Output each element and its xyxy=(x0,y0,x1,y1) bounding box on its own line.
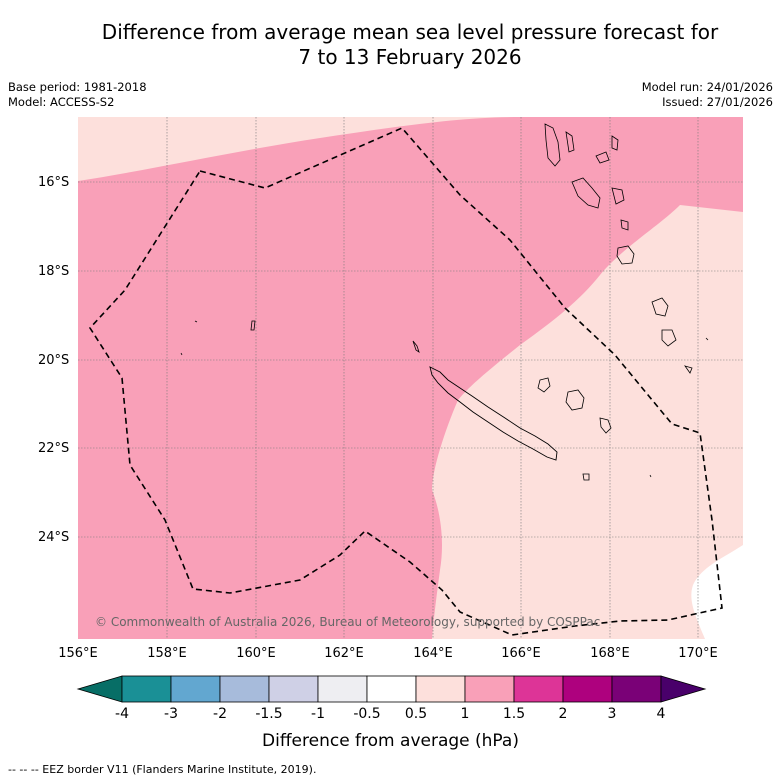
colorbar-tick: 4 xyxy=(656,706,666,722)
title-line-2: 7 to 13 February 2026 xyxy=(298,45,522,69)
colorbar-bin-11 xyxy=(611,675,662,703)
lat-label-22s: 22°S xyxy=(38,441,70,456)
colorbar-bin-5 xyxy=(317,675,368,703)
colorbar-tick: 2 xyxy=(558,706,568,722)
base-period: Base period: 1981-2018 xyxy=(8,80,147,94)
colorbar-tick: 0.5 xyxy=(404,706,428,722)
new-caledonia-landmass xyxy=(429,366,558,461)
meta-right: Model run: 24/01/2026 Issued: 27/01/2026 xyxy=(642,80,773,110)
lon-label-164e: 164°E xyxy=(413,646,453,661)
lat-label-18s: 18°S xyxy=(38,264,70,279)
colorbar-extend-low xyxy=(76,675,123,703)
colorbar-tick: 1.5 xyxy=(502,706,526,722)
colorbar-bin-7 xyxy=(415,675,466,703)
meta-left: Base period: 1981-2018 Model: ACCESS-S2 xyxy=(8,80,147,110)
loyalty-islands xyxy=(537,377,612,481)
lon-label-160e: 160°E xyxy=(236,646,276,661)
map-area xyxy=(78,117,743,639)
lon-label-162e: 162°E xyxy=(324,646,364,661)
vanuatu-islands xyxy=(544,123,693,374)
colorbar-tick: -0.5 xyxy=(353,706,381,722)
colorbar-tick: -3 xyxy=(164,706,178,722)
lon-label-156e: 156°E xyxy=(58,646,98,661)
colorbar-tick: -4 xyxy=(115,706,129,722)
lat-label-20s: 20°S xyxy=(38,353,70,368)
pressure-region-white xyxy=(691,545,743,639)
eez-border xyxy=(88,127,723,636)
copyright-notice: © Commonwealth of Australia 2026, Bureau… xyxy=(95,615,600,629)
colorbar-bin-2 xyxy=(170,675,221,703)
colorbar-bin-4 xyxy=(268,675,319,703)
eez-legend-note: -- -- -- EEZ border V11 (Flanders Marine… xyxy=(8,763,317,776)
model-run: Model run: 24/01/2026 xyxy=(641,80,773,94)
lon-label-158e: 158°E xyxy=(147,646,187,661)
colorbar xyxy=(76,675,707,703)
colorbar-bin-1 xyxy=(121,675,172,703)
colorbar-bin-9 xyxy=(513,675,564,703)
colorbar-tick: 3 xyxy=(607,706,617,722)
lat-label-24s: 24°S xyxy=(38,530,70,545)
colorbar-bin-8 xyxy=(464,675,515,703)
graticule xyxy=(78,117,743,639)
small-reef-islands xyxy=(180,320,709,478)
pressure-region-1-1.5 xyxy=(78,117,743,639)
colorbar-bin-10 xyxy=(562,675,613,703)
belep-island xyxy=(412,340,420,353)
model-name: Model: ACCESS-S2 xyxy=(8,95,115,109)
colorbar-label: Difference from average (hPa) xyxy=(262,731,519,751)
colorbar-tick: 1 xyxy=(460,706,470,722)
colorbar-tick: -2 xyxy=(213,706,227,722)
issued-date: Issued: 27/01/2026 xyxy=(662,95,773,109)
lon-label-170e: 170°E xyxy=(678,646,718,661)
map-title: Difference from average mean sea level p… xyxy=(40,20,780,70)
colorbar-tick: -1 xyxy=(311,706,325,722)
colorbar-extend-high xyxy=(660,675,707,703)
colorbar-bin-3 xyxy=(219,675,270,703)
colorbar-tick: -1.5 xyxy=(255,706,283,722)
colorbar-bin-6 xyxy=(366,675,417,703)
title-line-1: Difference from average mean sea level p… xyxy=(101,20,719,44)
lat-label-16s: 16°S xyxy=(38,175,70,190)
lon-label-166e: 166°E xyxy=(501,646,541,661)
lon-label-168e: 168°E xyxy=(590,646,630,661)
